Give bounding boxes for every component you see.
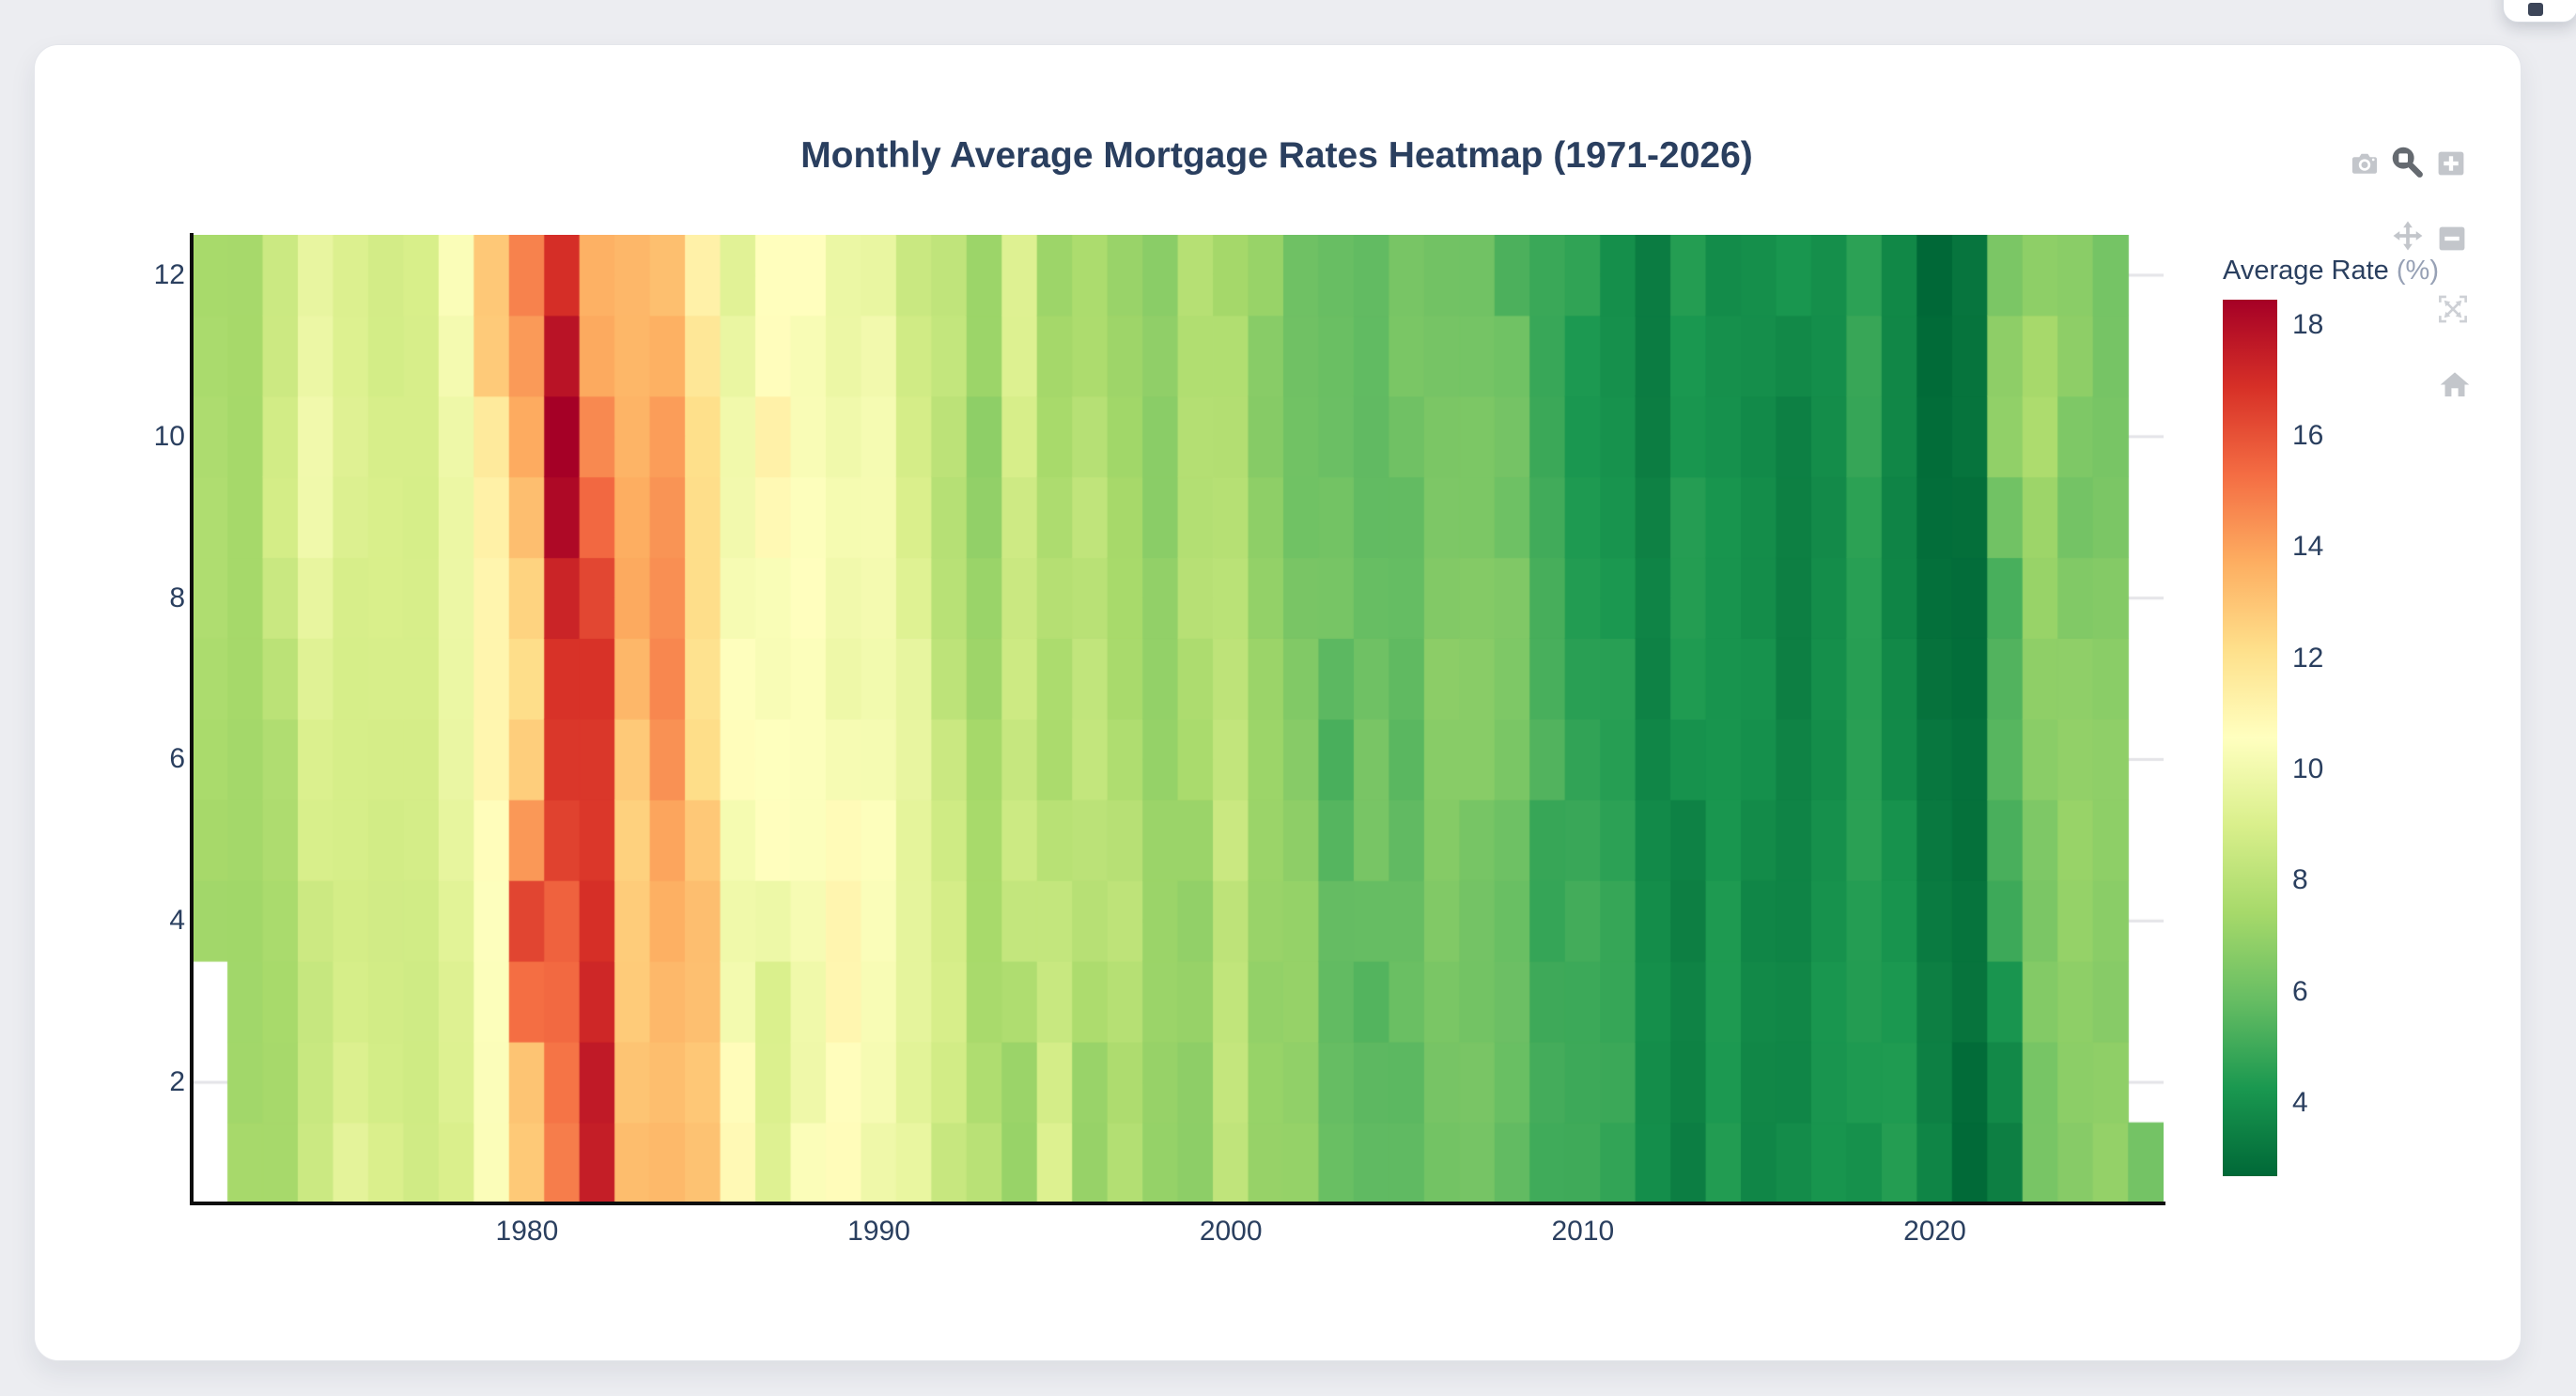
colorbar-tick-label: 12 <box>2292 642 2324 674</box>
x-tick-label: 2010 <box>1551 1216 1615 1247</box>
x-tick-label: 2000 <box>1199 1216 1263 1247</box>
floating-action-icon <box>2528 3 2543 16</box>
chart-title: Monthly Average Mortgage Rates Heatmap (… <box>800 135 1753 176</box>
y-tick-label: 4 <box>169 905 185 937</box>
colorbar-tick-label: 8 <box>2292 864 2308 896</box>
autoscale-button[interactable] <box>2436 292 2468 324</box>
zoom-box-icon <box>2392 147 2423 178</box>
colorbar-tick-label: 14 <box>2292 531 2324 563</box>
colorbar-tick-label: 6 <box>2292 975 2308 1007</box>
camera-icon <box>2351 153 2378 174</box>
colorbar-tick-label: 16 <box>2292 419 2324 451</box>
plus-square-icon <box>2438 151 2464 176</box>
floating-action-button[interactable] <box>2503 0 2576 23</box>
y-tick-label: 8 <box>169 582 185 613</box>
minus-square-icon <box>2439 226 2465 251</box>
zoom-button[interactable] <box>2390 145 2423 178</box>
pan-button[interactable] <box>2392 220 2424 252</box>
colorbar-tick-label: 18 <box>2292 308 2324 340</box>
colorbar-tick-label: 10 <box>2292 752 2324 784</box>
x-tick-label: 1990 <box>847 1216 910 1247</box>
y-tick-label: 12 <box>153 258 185 290</box>
reset-axes-home-button[interactable] <box>2438 368 2470 400</box>
y-tick-label: 10 <box>153 420 185 452</box>
colorbar-gradient <box>2223 300 2277 1176</box>
x-axis-line <box>190 1202 2165 1205</box>
y-tick-label: 2 <box>169 1066 185 1098</box>
x-tick-label: 2020 <box>1903 1216 1966 1247</box>
zoom-out-button[interactable] <box>2436 223 2468 255</box>
colorbar-tick-label: 4 <box>2292 1086 2308 1118</box>
download-png-button[interactable] <box>2349 148 2381 180</box>
y-axis-line <box>190 233 194 1205</box>
x-tick-label: 1980 <box>495 1216 559 1247</box>
home-icon <box>2440 372 2470 396</box>
zoom-in-button[interactable] <box>2435 147 2467 179</box>
autoscale-expand-icon <box>2439 295 2467 323</box>
pan-arrows-icon <box>2393 221 2423 251</box>
y-tick-label: 6 <box>169 743 185 775</box>
colorbar-title-suffix: (%) <box>2388 256 2439 286</box>
colorbar-title-text: Average Rate <box>2223 256 2389 286</box>
colorbar-title: Average Rate (%) <box>2223 256 2439 287</box>
heatmap-plot-area[interactable] <box>193 235 2164 1203</box>
